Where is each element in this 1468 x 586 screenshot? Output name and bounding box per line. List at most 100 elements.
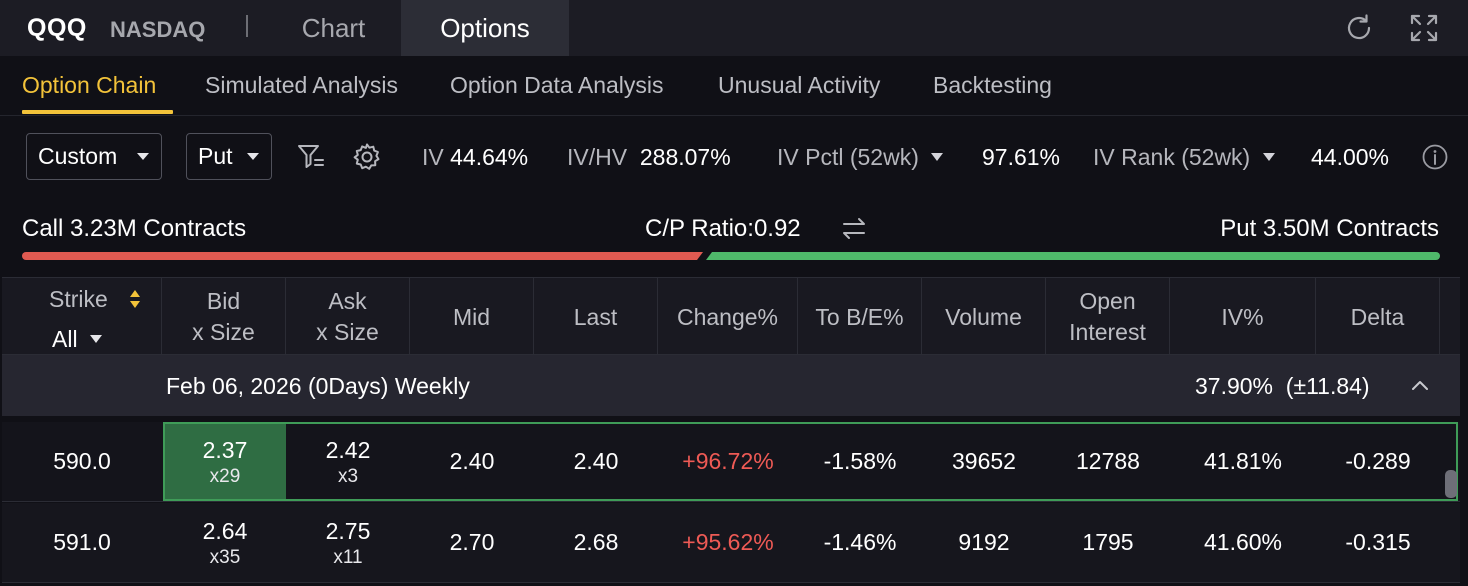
ivhv-label: IV/HV bbox=[567, 144, 628, 170]
ivhv-metric: IV/HV 288.07% bbox=[567, 144, 731, 171]
col-iv-label: IV% bbox=[1221, 303, 1264, 330]
col-change[interactable]: Change% bbox=[658, 278, 798, 356]
tab-options[interactable]: Options bbox=[401, 0, 569, 56]
iv-pctl-value: 97.61% bbox=[982, 144, 1060, 171]
expiry-date: Feb 06, 2026 (0Days) Weekly bbox=[166, 373, 470, 399]
tab-simulated-analysis[interactable]: Simulated Analysis bbox=[205, 72, 399, 98]
chevron-down-icon bbox=[137, 153, 149, 160]
mid-cell: 2.70 bbox=[449, 529, 495, 555]
expand-icon[interactable] bbox=[1407, 11, 1441, 45]
to-breakeven-cell: -1.46% bbox=[823, 529, 897, 555]
call-volume-bar bbox=[22, 252, 703, 260]
col-ask-label: Ask bbox=[328, 288, 367, 314]
ivhv-value: 288.07% bbox=[639, 144, 731, 170]
exchange-name: NASDAQ bbox=[110, 17, 206, 42]
call-contracts: Call 3.23M Contracts bbox=[22, 215, 247, 242]
col-open-interest[interactable]: Open Interest bbox=[1046, 278, 1170, 356]
col-change-label: Change% bbox=[676, 303, 779, 330]
open-interest-cell: 12788 bbox=[1076, 448, 1140, 474]
change-cell: +95.62% bbox=[682, 529, 774, 555]
top-bar: QQQ NASDAQ Chart Options bbox=[0, 0, 1468, 56]
filter-icon[interactable] bbox=[296, 142, 326, 172]
strike-filter-dropdown[interactable]: All bbox=[52, 324, 102, 355]
last-cell: 2.68 bbox=[573, 529, 619, 555]
change-cell: +96.72% bbox=[682, 448, 774, 474]
col-last[interactable]: Last bbox=[534, 278, 658, 356]
col-ask[interactable]: Ask x Size bbox=[286, 278, 410, 356]
bid-size: x29 bbox=[209, 465, 241, 487]
expiry-iv-value: 37.90% bbox=[1195, 373, 1274, 399]
sub-tab-bar: Option Chain Simulated Analysis Option D… bbox=[0, 56, 1468, 116]
ask-size: x11 bbox=[333, 546, 363, 568]
tab-option-data-analysis[interactable]: Option Data Analysis bbox=[450, 72, 664, 98]
iv-rank-selector[interactable]: IV Rank (52wk) bbox=[1093, 144, 1275, 171]
iv-rank-value: 44.00% bbox=[1311, 144, 1389, 171]
side-dropdown-label: Put bbox=[198, 143, 233, 169]
iv-label: IV bbox=[422, 144, 444, 170]
col-mid[interactable]: Mid bbox=[410, 278, 534, 356]
ask-cell[interactable]: 2.75 x11 bbox=[286, 503, 410, 582]
strike-cell: 591.0 bbox=[53, 529, 111, 555]
bid-cell[interactable]: 2.37 x29 bbox=[164, 422, 286, 501]
bid-price: 2.64 bbox=[202, 517, 248, 544]
strike-filter-label: All bbox=[52, 326, 78, 352]
strategy-dropdown[interactable]: Custom bbox=[26, 133, 162, 180]
ticker-symbol: QQQ bbox=[27, 14, 87, 42]
col-volume[interactable]: Volume bbox=[922, 278, 1046, 356]
col-delta[interactable]: Delta bbox=[1316, 278, 1440, 356]
iv-cell: 41.60% bbox=[1203, 529, 1282, 555]
col-delta-label: Delta bbox=[1350, 303, 1405, 330]
table-row[interactable]: 591.0 2.64 x35 2.75 x11 2.70 2.68 +95.62… bbox=[2, 503, 1460, 583]
bid-cell[interactable]: 2.64 x35 bbox=[164, 503, 286, 582]
col-volume-label: Volume bbox=[945, 303, 1022, 330]
option-chain-table: Strike All Bid x Size Ask x Size Mid Las… bbox=[2, 277, 1460, 586]
refresh-icon[interactable] bbox=[1342, 11, 1376, 45]
col-to-breakeven[interactable]: To B/E% bbox=[798, 278, 922, 356]
tab-unusual-activity[interactable]: Unusual Activity bbox=[718, 72, 881, 98]
col-bid-sub: x Size bbox=[192, 319, 255, 345]
table-header: Strike All Bid x Size Ask x Size Mid Las… bbox=[2, 277, 1460, 356]
mid-cell: 2.40 bbox=[449, 448, 495, 474]
last-cell: 2.40 bbox=[573, 448, 619, 474]
col-strike-label: Strike bbox=[49, 286, 108, 312]
col-last-label: Last bbox=[573, 303, 618, 330]
col-strike[interactable]: Strike All bbox=[2, 278, 162, 356]
sort-icon[interactable] bbox=[128, 288, 142, 310]
strike-cell: 590.0 bbox=[53, 448, 111, 474]
caret-down-icon bbox=[89, 334, 102, 343]
col-iv[interactable]: IV% bbox=[1170, 278, 1316, 356]
chevron-up-icon[interactable] bbox=[1410, 378, 1430, 392]
ask-cell[interactable]: 2.42 x3 bbox=[286, 422, 410, 501]
iv-metric: IV 44.64% bbox=[422, 144, 528, 171]
tab-chart[interactable]: Chart bbox=[301, 13, 366, 43]
ask-size: x3 bbox=[337, 465, 359, 487]
iv-pctl-selector[interactable]: IV Pctl (52wk) bbox=[777, 144, 944, 171]
bid-price: 2.37 bbox=[202, 436, 248, 463]
divider bbox=[246, 15, 248, 37]
expiry-iv: 37.90% (±11.84) bbox=[1195, 373, 1370, 400]
ask-price: 2.75 bbox=[325, 517, 371, 544]
expiry-group-header[interactable]: Feb 06, 2026 (0Days) Weekly 37.90% (±11.… bbox=[2, 355, 1460, 416]
iv-pctl-label: IV Pctl (52wk) bbox=[777, 144, 919, 170]
info-icon[interactable] bbox=[1421, 143, 1449, 171]
col-open-interest-label: Open bbox=[1079, 288, 1136, 314]
put-contracts: Put 3.50M Contracts bbox=[1220, 215, 1439, 242]
bid-size: x35 bbox=[209, 546, 241, 568]
iv-cell: 41.81% bbox=[1203, 448, 1282, 474]
scrollbar-thumb[interactable] bbox=[1445, 470, 1457, 498]
tab-backtesting[interactable]: Backtesting bbox=[933, 72, 1052, 98]
col-to-breakeven-label: To B/E% bbox=[815, 303, 904, 330]
expiry-iv-range: (±11.84) bbox=[1285, 373, 1370, 399]
delta-cell: -0.315 bbox=[1345, 529, 1411, 555]
table-row[interactable]: 590.0 2.37 x29 2.42 x3 2.40 2.40 +96.72%… bbox=[2, 422, 1460, 502]
col-mid-label: Mid bbox=[452, 303, 491, 330]
gear-icon[interactable] bbox=[352, 142, 382, 172]
swap-icon[interactable] bbox=[839, 214, 869, 244]
iv-rank-label: IV Rank (52wk) bbox=[1093, 144, 1251, 170]
col-bid[interactable]: Bid x Size bbox=[162, 278, 286, 356]
tab-option-chain[interactable]: Option Chain bbox=[22, 72, 157, 98]
open-interest-cell: 1795 bbox=[1082, 529, 1134, 555]
chevron-down-icon bbox=[247, 153, 259, 160]
side-dropdown[interactable]: Put bbox=[186, 133, 272, 180]
to-breakeven-cell: -1.58% bbox=[823, 448, 897, 474]
